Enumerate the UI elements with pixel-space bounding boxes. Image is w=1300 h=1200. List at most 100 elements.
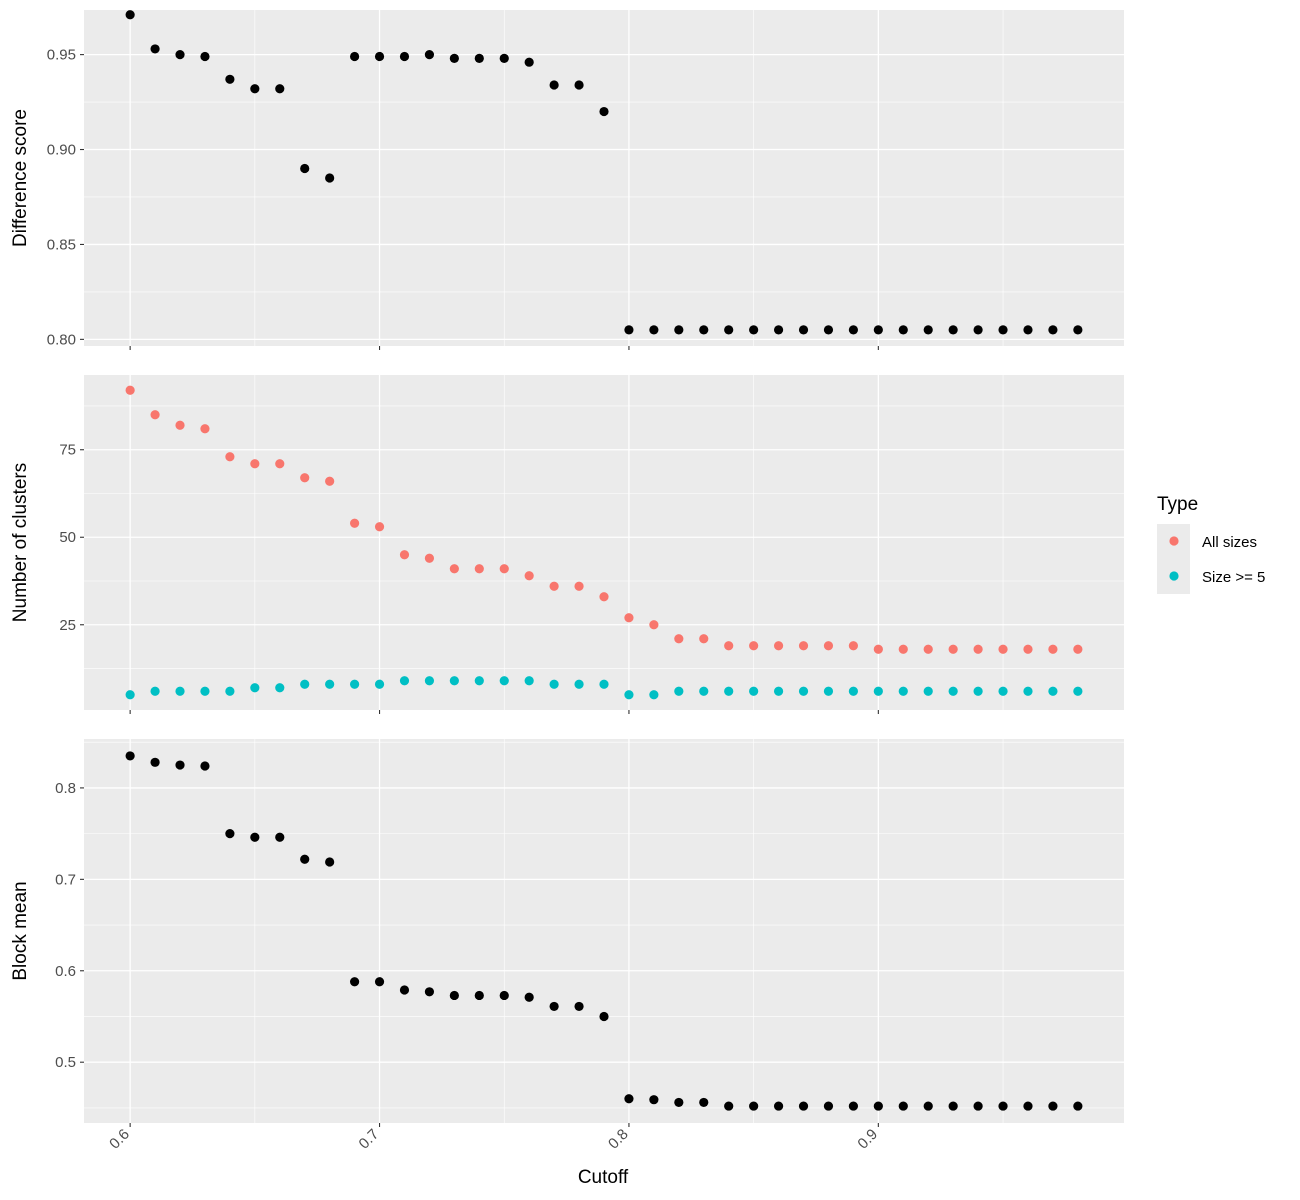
data-point — [399, 676, 410, 686]
legend-key-background — [1157, 524, 1190, 594]
data-point — [399, 51, 410, 62]
data-point — [399, 985, 410, 995]
data-point — [998, 1101, 1008, 1111]
data-point — [848, 641, 859, 651]
data-point — [250, 683, 260, 693]
data-point — [823, 686, 834, 696]
data-point — [749, 641, 759, 651]
data-point — [125, 751, 135, 761]
panel-3: 0.5 0.6 0.7 0.8 Block mean — [10, 739, 1124, 1127]
data-point — [125, 690, 135, 700]
data-point — [948, 1101, 958, 1111]
panel-background — [84, 739, 1124, 1123]
panel-background — [84, 375, 1124, 710]
data-point — [349, 977, 360, 987]
data-point — [225, 74, 235, 84]
x-tick-label: 0.6 — [106, 1126, 133, 1153]
data-point — [923, 325, 933, 335]
data-point — [649, 325, 659, 335]
data-point — [250, 832, 260, 842]
y-tick-label: 50 — [59, 529, 76, 546]
data-point — [699, 686, 709, 696]
data-point — [599, 592, 609, 602]
data-point — [998, 325, 1008, 335]
data-point — [499, 990, 509, 1001]
data-point — [773, 325, 784, 335]
data-point — [973, 686, 983, 696]
data-point — [325, 476, 335, 486]
data-point — [374, 679, 385, 689]
data-point — [275, 683, 285, 693]
legend-label: Size >= 5 — [1202, 569, 1265, 586]
data-point — [798, 325, 809, 335]
y-tick-label: 0.90 — [47, 142, 76, 159]
data-point — [599, 679, 609, 689]
data-point — [898, 325, 908, 335]
data-point — [948, 644, 958, 654]
data-point — [649, 1095, 659, 1105]
data-point — [499, 676, 509, 686]
series-1 — [125, 385, 1083, 654]
data-point — [150, 686, 160, 696]
data-point — [374, 51, 385, 62]
data-point — [674, 686, 684, 696]
data-point — [848, 325, 859, 335]
data-point — [325, 679, 335, 689]
data-point — [1073, 1101, 1083, 1111]
data-point — [599, 106, 609, 117]
data-point — [225, 452, 235, 462]
data-point — [499, 564, 509, 574]
y-axis-title: Difference score — [10, 109, 31, 247]
data-point — [275, 832, 285, 842]
y-tick-label: 0.7 — [55, 871, 76, 888]
data-point — [1048, 1101, 1058, 1111]
data-point — [973, 1101, 983, 1111]
data-point — [1073, 644, 1083, 654]
data-point — [848, 1101, 859, 1111]
data-point — [200, 761, 210, 771]
data-point — [724, 1101, 734, 1111]
y-axis-title: Number of clusters — [10, 463, 31, 622]
data-point — [374, 522, 385, 532]
data-point — [125, 385, 135, 395]
data-point — [674, 1097, 684, 1108]
data-point — [823, 1101, 834, 1111]
data-point — [724, 641, 734, 651]
data-point — [474, 990, 484, 1001]
data-point — [923, 1101, 933, 1111]
data-point — [150, 757, 160, 767]
data-point — [624, 613, 634, 623]
data-point — [449, 53, 459, 64]
data-point — [374, 977, 385, 987]
data-point — [773, 641, 784, 651]
data-point — [499, 53, 509, 64]
data-point — [798, 686, 809, 696]
data-point — [699, 634, 709, 644]
data-point — [873, 644, 883, 654]
x-tick-label: 0.9 — [854, 1126, 881, 1153]
legend-label: All sizes — [1202, 534, 1257, 551]
data-point — [923, 644, 933, 654]
data-point — [749, 1101, 759, 1111]
data-point — [349, 518, 360, 528]
data-point — [749, 325, 759, 335]
data-point — [524, 571, 534, 581]
data-point — [873, 325, 883, 335]
data-point — [773, 1101, 784, 1111]
data-point — [200, 424, 210, 434]
data-point — [674, 634, 684, 644]
legend-entries: All sizes Size >= 5 — [1169, 534, 1265, 586]
data-point — [549, 679, 559, 689]
data-point — [325, 857, 335, 867]
data-point — [275, 459, 285, 469]
data-point — [574, 1001, 584, 1012]
legend-key — [1169, 571, 1179, 581]
data-point — [1023, 1101, 1033, 1111]
data-point — [998, 644, 1008, 654]
data-point — [1023, 325, 1033, 335]
data-point — [973, 644, 983, 654]
data-point — [798, 1101, 809, 1111]
y-tick-label: 0.6 — [55, 963, 76, 980]
y-tick-label: 0.5 — [55, 1054, 76, 1071]
